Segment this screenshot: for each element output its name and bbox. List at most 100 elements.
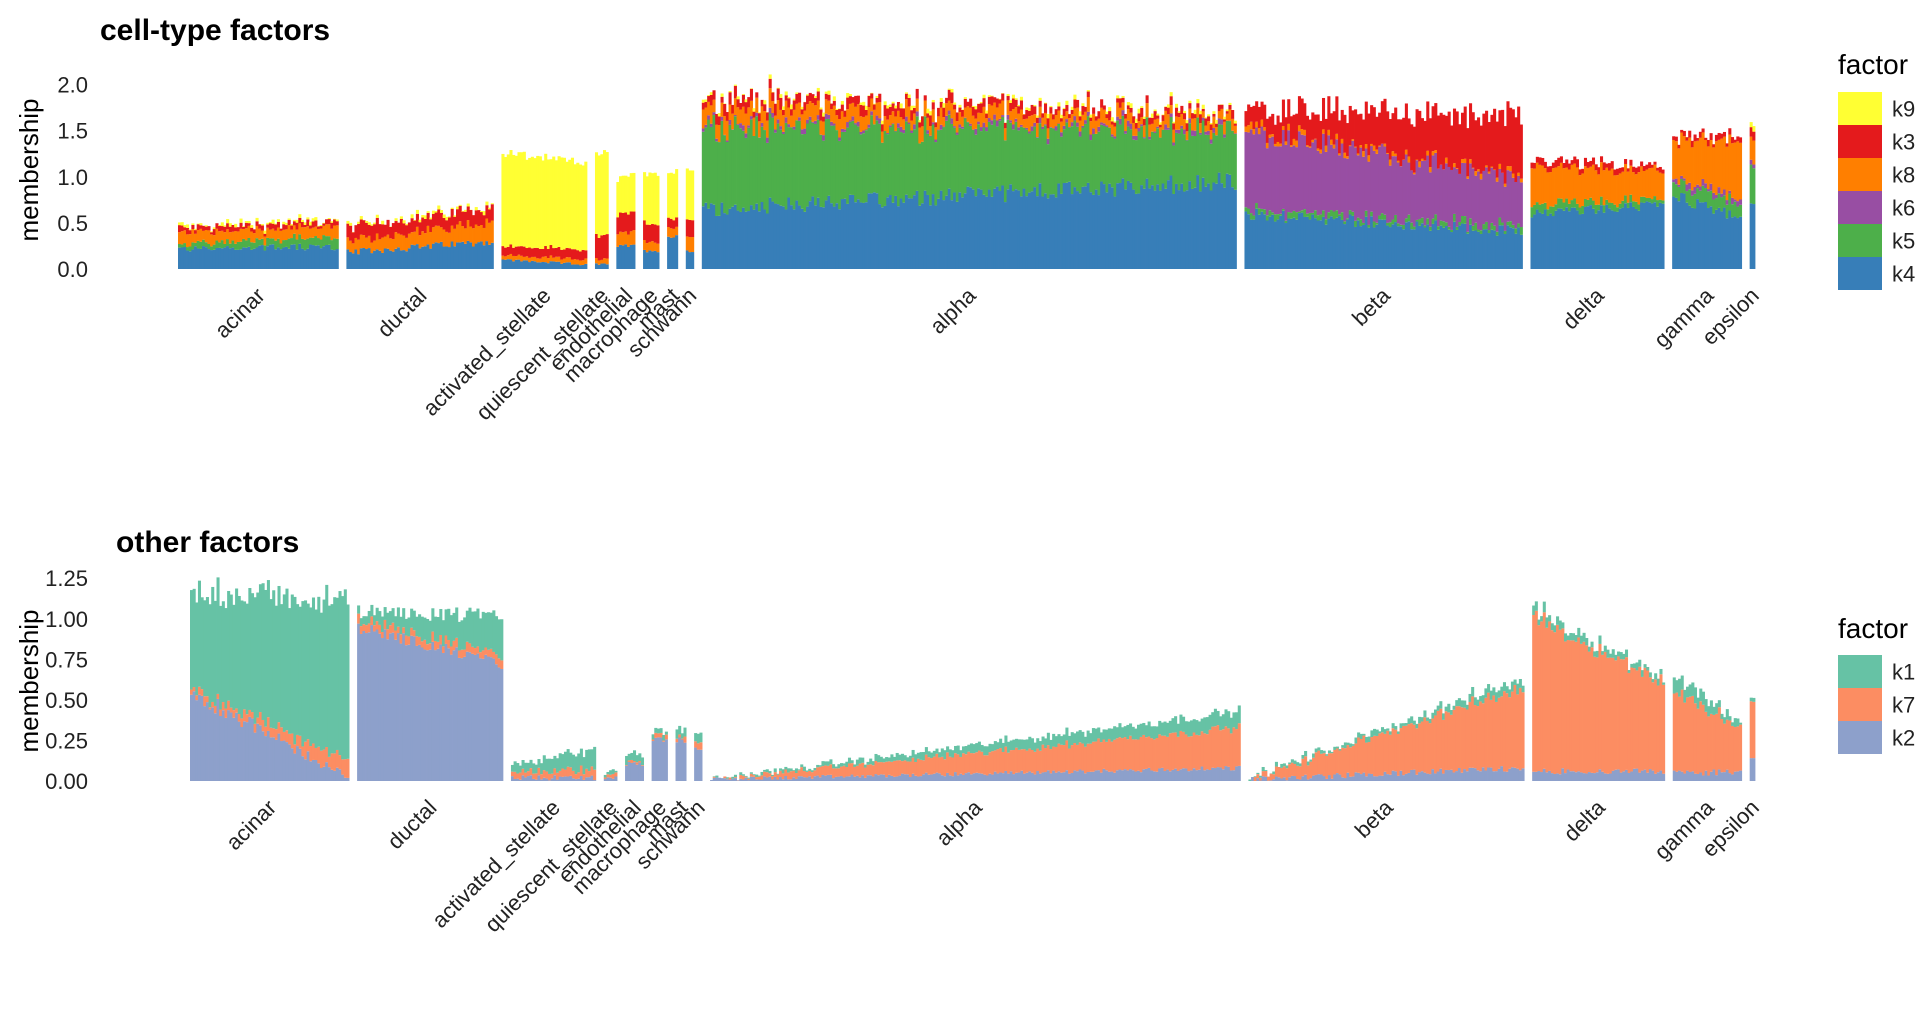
bar-segment-k4 — [1599, 205, 1604, 269]
bar-segment-k8 — [1081, 114, 1085, 126]
bar-segment-k1 — [1126, 724, 1130, 740]
bar-segment-k2 — [728, 779, 732, 781]
panel-other-factors: other factors membership 0.000.250.500.7… — [14, 526, 1915, 937]
bar-segment-k6 — [1142, 137, 1146, 139]
bar-segment-k3 — [1730, 137, 1735, 144]
bar-segment-k4 — [445, 246, 449, 269]
bar-segment-k8 — [327, 224, 331, 237]
bar-segment-k3 — [1444, 115, 1449, 158]
bar-segment-k5 — [1690, 195, 1694, 208]
bar-segment-k8 — [656, 243, 660, 253]
bar-segment-k2 — [887, 774, 891, 781]
bar-segment-k4 — [790, 205, 794, 269]
bar-segment-k2 — [1579, 772, 1583, 781]
bar-segment-k2 — [1436, 771, 1440, 781]
bar-segment-k9 — [1233, 120, 1237, 124]
bar-segment-k9 — [295, 219, 299, 223]
bar-segment-k6 — [1116, 116, 1120, 121]
bar-segment-k7 — [1123, 737, 1127, 770]
bar-segment-k6 — [1431, 155, 1435, 219]
bar-segment-k7 — [959, 756, 963, 774]
bar-segment-k2 — [1394, 771, 1398, 781]
bar-segment-k4 — [330, 249, 334, 269]
bar-segment-k5 — [1025, 129, 1029, 197]
bar-segment-k4 — [798, 205, 802, 269]
bar-segment-k9 — [1215, 119, 1219, 124]
bar-segment-k3 — [437, 209, 441, 226]
bar-segment-k2 — [789, 779, 793, 781]
bar-segment-k3 — [1474, 120, 1478, 172]
bar-segment-k2 — [1561, 768, 1565, 781]
bar-segment-k7 — [1205, 734, 1209, 770]
bar-segment-k4 — [1185, 190, 1189, 269]
bar-segment-k3 — [1706, 139, 1710, 147]
bar-segment-k5 — [1640, 196, 1644, 203]
bar-segment-k1 — [481, 611, 485, 651]
bar-segment-k4 — [1586, 206, 1590, 269]
bar-segment-k3 — [258, 224, 262, 229]
bar-segment-k8 — [373, 240, 377, 251]
bar-segment-k4 — [1295, 219, 1299, 269]
bar-segment-k1 — [407, 617, 411, 637]
bar-segment-k7 — [484, 647, 488, 655]
bar-segment-k5 — [1682, 180, 1686, 194]
bar-segment-k6 — [1485, 167, 1489, 222]
bar-segment-k4 — [995, 186, 999, 269]
bar-segment-k7 — [1640, 676, 1644, 771]
bar-segment-k9 — [426, 211, 430, 213]
bar-segment-k8 — [1728, 134, 1732, 191]
bar-segment-k1 — [1505, 686, 1509, 694]
bar-segment-k7 — [1147, 736, 1151, 768]
bar-segment-k1 — [1083, 736, 1088, 747]
bar-segment-k5 — [1493, 225, 1497, 231]
bar-segment-k4 — [723, 213, 727, 269]
bar-segment-k7 — [1009, 750, 1013, 772]
bar-segment-k5 — [715, 141, 719, 216]
bar-segment-k6 — [1153, 131, 1157, 133]
bar-segment-k1 — [1068, 735, 1072, 749]
bar-segment-k4 — [720, 202, 724, 269]
bar-segment-k7 — [431, 631, 435, 642]
bar-segment-k7 — [614, 772, 618, 777]
bar-segment-k5 — [1142, 138, 1146, 189]
bar-segment-k5 — [247, 238, 251, 247]
bar-segment-k2 — [1593, 773, 1597, 781]
bar-segment-k3 — [1410, 124, 1414, 171]
bar-segment-k2 — [468, 652, 472, 781]
bar-segment-k6 — [1498, 168, 1502, 218]
bar-segment-k8 — [1084, 111, 1088, 121]
bar-segment-k8 — [851, 102, 855, 117]
bar-segment-k5 — [1570, 200, 1574, 208]
bar-segment-k4 — [520, 261, 524, 269]
bar-segment-k2 — [439, 644, 443, 781]
bar-segment-k4 — [602, 263, 607, 269]
bar-segment-k1 — [1091, 728, 1095, 742]
bar-segment-k1 — [776, 773, 780, 775]
bar-segment-k2 — [810, 778, 814, 781]
bar-segment-k3 — [474, 210, 478, 225]
bar-segment-k9 — [546, 159, 550, 249]
bar-segment-k8 — [798, 102, 802, 118]
bar-segment-k4 — [1105, 192, 1109, 269]
bar-segment-k3 — [987, 96, 991, 105]
bar-segment-k8 — [1078, 120, 1082, 132]
bar-segment-k4 — [570, 264, 574, 269]
bar-segment-k2 — [1176, 770, 1180, 781]
bar-segment-k1 — [840, 763, 844, 767]
bar-segment-k2 — [261, 731, 265, 781]
bar-segment-k2 — [1420, 771, 1424, 781]
bar-segment-k4 — [998, 191, 1002, 269]
bar-segment-k8 — [947, 100, 951, 111]
bar-segment-k7 — [521, 768, 525, 776]
bar-segment-k4 — [1011, 191, 1015, 269]
bar-segment-k7 — [330, 753, 334, 770]
bar-segment-k9 — [749, 88, 753, 89]
bar-segment-k7 — [1065, 740, 1069, 771]
bar-segment-k4 — [1551, 216, 1555, 269]
bar-segment-k9 — [578, 164, 583, 252]
bar-segment-k8 — [720, 102, 724, 117]
bar-segment-k3 — [1006, 96, 1010, 101]
bar-segment-k4 — [672, 237, 676, 269]
bar-segment-k7 — [203, 696, 207, 707]
bar-segment-k4 — [1233, 189, 1237, 269]
